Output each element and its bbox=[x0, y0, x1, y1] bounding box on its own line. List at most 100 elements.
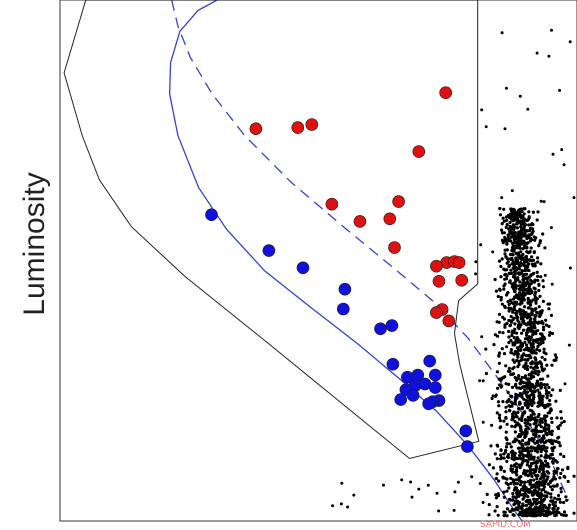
background-star bbox=[515, 278, 519, 282]
background-star bbox=[515, 331, 519, 335]
background-star bbox=[511, 310, 515, 314]
blue-data-point bbox=[422, 397, 435, 411]
background-star bbox=[533, 498, 537, 502]
background-star bbox=[549, 453, 553, 457]
background-star bbox=[558, 88, 562, 92]
background-star bbox=[493, 277, 497, 282]
background-star bbox=[495, 370, 499, 374]
background-star bbox=[525, 390, 529, 395]
background-star bbox=[520, 271, 524, 276]
background-star bbox=[497, 416, 502, 420]
background-star bbox=[541, 232, 545, 236]
background-star bbox=[530, 474, 534, 478]
background-star bbox=[518, 312, 522, 316]
background-star bbox=[548, 398, 552, 403]
background-star bbox=[505, 218, 509, 222]
background-star bbox=[539, 494, 543, 498]
background-star bbox=[552, 445, 557, 449]
background-star bbox=[519, 226, 524, 230]
background-star bbox=[513, 322, 517, 326]
background-star bbox=[509, 464, 513, 468]
background-star bbox=[531, 429, 535, 433]
background-star bbox=[552, 358, 556, 362]
background-star bbox=[509, 338, 513, 342]
background-star bbox=[505, 238, 509, 242]
background-star bbox=[512, 336, 516, 340]
background-star bbox=[533, 318, 537, 322]
background-star bbox=[539, 381, 543, 385]
background-star bbox=[510, 468, 514, 472]
background-star bbox=[514, 438, 518, 442]
background-star bbox=[511, 479, 515, 483]
background-star bbox=[539, 425, 543, 429]
background-star bbox=[500, 196, 504, 200]
background-star bbox=[535, 218, 539, 222]
background-star bbox=[534, 299, 538, 303]
background-star bbox=[521, 263, 526, 267]
background-star bbox=[522, 298, 526, 302]
background-star bbox=[527, 500, 531, 504]
background-star bbox=[530, 347, 534, 351]
background-star bbox=[538, 395, 542, 399]
background-star bbox=[557, 435, 561, 439]
background-star bbox=[527, 216, 531, 220]
background-star bbox=[509, 314, 513, 319]
background-star bbox=[541, 299, 546, 303]
background-star bbox=[502, 469, 506, 473]
background-star bbox=[552, 475, 556, 479]
background-star bbox=[518, 456, 522, 460]
curves-layer bbox=[63, 0, 570, 522]
background-star bbox=[515, 339, 519, 343]
red-data-point bbox=[455, 273, 469, 287]
background-star bbox=[514, 507, 518, 511]
background-star bbox=[534, 301, 538, 305]
background-star bbox=[503, 248, 507, 252]
red-data-point bbox=[353, 215, 367, 228]
background-star bbox=[527, 223, 531, 227]
background-star bbox=[537, 305, 541, 309]
background-star bbox=[498, 383, 502, 387]
red-data-point bbox=[430, 259, 443, 273]
background-star bbox=[534, 419, 538, 423]
background-star bbox=[523, 340, 527, 344]
background-star bbox=[568, 40, 572, 44]
red-data-point bbox=[291, 121, 305, 134]
background-star bbox=[539, 362, 544, 366]
background-star bbox=[484, 347, 488, 351]
background-star bbox=[505, 455, 510, 459]
background-star bbox=[541, 467, 546, 471]
background-star bbox=[520, 418, 524, 423]
background-star bbox=[520, 375, 524, 380]
background-star bbox=[497, 312, 502, 316]
background-star bbox=[558, 476, 562, 480]
background-star bbox=[518, 309, 522, 313]
background-star bbox=[533, 238, 537, 242]
background-star bbox=[511, 266, 515, 270]
background-star bbox=[541, 369, 545, 373]
background-star bbox=[532, 401, 536, 405]
background-star bbox=[513, 430, 518, 434]
background-star bbox=[496, 513, 500, 517]
background-star bbox=[515, 219, 520, 223]
background-star bbox=[507, 335, 511, 339]
background-star bbox=[529, 342, 534, 346]
background-star bbox=[543, 482, 547, 486]
background-star bbox=[535, 51, 539, 55]
background-star bbox=[506, 482, 510, 487]
background-star bbox=[559, 452, 563, 456]
background-star bbox=[490, 423, 494, 427]
background-star bbox=[526, 357, 530, 361]
background-star bbox=[520, 301, 524, 305]
background-star bbox=[513, 215, 517, 219]
background-star bbox=[495, 472, 499, 476]
background-star bbox=[523, 421, 527, 425]
background-star bbox=[539, 450, 543, 454]
selection-region-outline bbox=[63, 0, 480, 460]
background-star bbox=[531, 484, 535, 488]
background-star bbox=[533, 390, 537, 394]
background-star bbox=[554, 356, 558, 360]
blue-data-point bbox=[205, 208, 218, 221]
background-star bbox=[544, 323, 549, 327]
background-star bbox=[528, 467, 533, 471]
background-star bbox=[545, 470, 549, 474]
